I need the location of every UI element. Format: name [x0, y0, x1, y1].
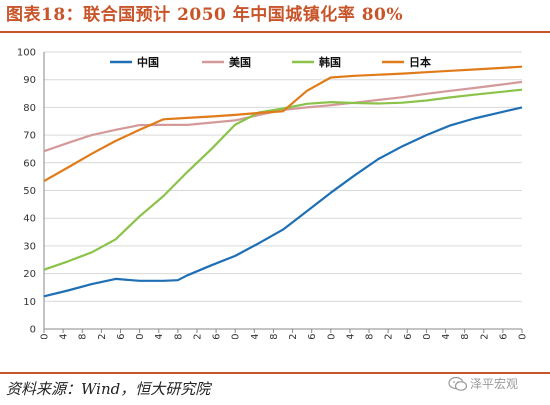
x-tick-label: 2026 [403, 334, 414, 339]
y-tick-label: 70 [23, 131, 36, 142]
axes [43, 52, 522, 330]
y-tick-label: 0 [30, 325, 36, 336]
x-tick-label: 2002 [288, 334, 299, 339]
x-tick-label: 2050 [518, 334, 529, 339]
y-tick-label: 100 [17, 48, 36, 59]
x-tick-label: 2034 [441, 334, 452, 339]
y-tick-label: 60 [23, 158, 36, 169]
watermark: 泽平宏观 [470, 377, 519, 391]
x-tick-label: 1954 [59, 334, 70, 339]
x-tick-label: 1974 [154, 334, 165, 339]
x-tick-label: 1982 [192, 334, 203, 339]
series-line [43, 106, 523, 298]
footer-divider [0, 372, 550, 374]
y-tick-label: 40 [23, 214, 36, 225]
legend-label: 中国 [137, 55, 159, 69]
legend-label: 美国 [229, 55, 251, 69]
x-tick-label: 1970 [135, 334, 146, 339]
x-tick-label: 2038 [460, 334, 471, 339]
x-tick-label: 1994 [250, 334, 261, 339]
y-axis-ticks: 0 10 20 30 40 50 60 70 80 90 100 [17, 48, 36, 336]
x-tick-label: 1978 [173, 334, 184, 339]
y-tick-label: 20 [23, 269, 36, 280]
y-tick-label: 80 [23, 103, 36, 114]
y-tick-label: 50 [23, 186, 36, 197]
title-divider [0, 31, 550, 33]
series-line [43, 65, 523, 183]
x-tick-label: 2022 [384, 334, 395, 339]
gridlines [44, 51, 522, 330]
x-tick-label: 1962 [97, 334, 108, 339]
y-tick-label: 10 [23, 297, 36, 308]
legend-label: 韩国 [319, 55, 341, 69]
x-tick-label: 1958 [78, 334, 89, 339]
x-tick-label: 1990 [231, 334, 242, 339]
x-tick-label: 2046 [498, 334, 509, 339]
x-tick-label: 2010 [326, 334, 337, 339]
chart-title: 图表18：联合国预计 2050 年中国城镇化率 80% [0, 0, 550, 30]
x-tick-label: 1986 [212, 334, 223, 339]
y-tick-label: 90 [23, 75, 36, 86]
series-lines [43, 65, 523, 298]
x-axis-ticks: 1950 1954 1958 1962 1966 1970 1974 1978 1982 1986… [40, 329, 529, 339]
x-tick-label: 1950 [40, 334, 51, 339]
legend-label: 日本 [409, 55, 431, 69]
y-tick-label: 30 [23, 241, 36, 252]
x-tick-label: 1998 [269, 334, 280, 339]
x-tick-label: 1966 [116, 334, 127, 339]
wechat-icon [448, 376, 468, 391]
source-note: 资料来源：Wind，恒大研究院 [6, 380, 211, 398]
x-tick-label: 2042 [479, 334, 490, 339]
legend: 中国 美国 韩国 日本 [110, 55, 431, 69]
x-tick-label: 2018 [365, 334, 376, 339]
series-line [43, 88, 523, 271]
x-tick-label: 2014 [345, 334, 356, 339]
x-tick-label: 2006 [307, 334, 318, 339]
